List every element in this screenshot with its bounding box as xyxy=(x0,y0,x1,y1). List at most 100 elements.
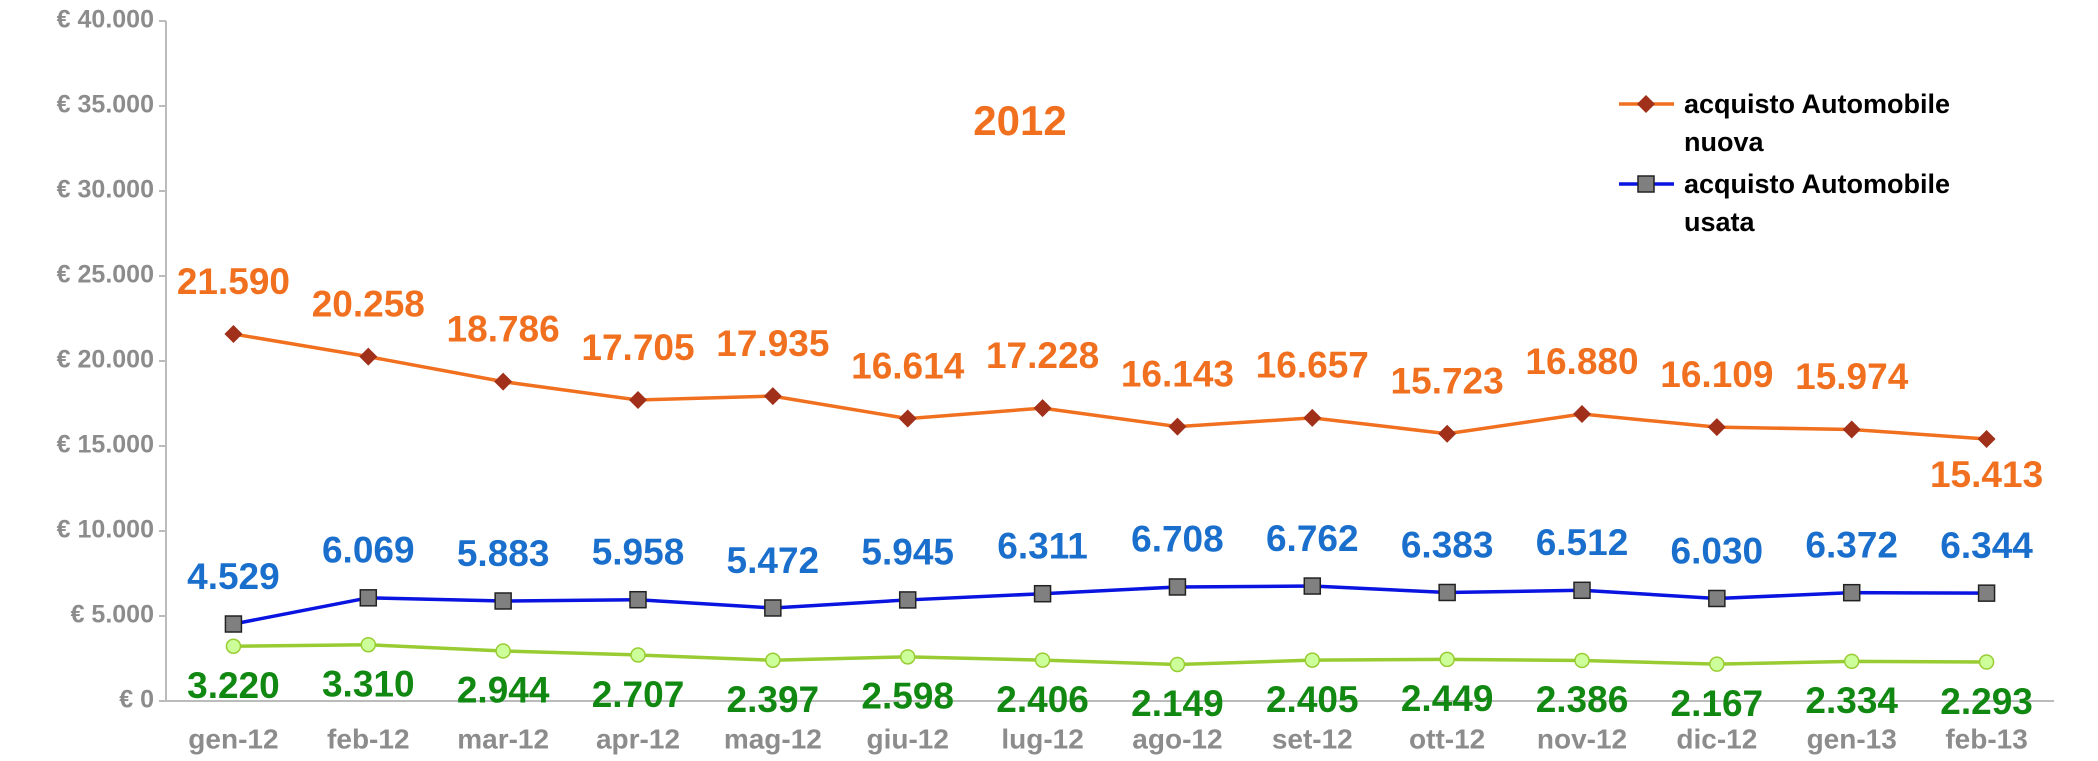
marker xyxy=(1978,654,1995,670)
marker xyxy=(763,387,782,406)
y-tick-label: € 5.000 xyxy=(71,601,154,629)
data-label: 5.945 xyxy=(861,532,954,573)
data-label: 6.069 xyxy=(322,530,415,571)
marker xyxy=(1168,578,1187,596)
marker xyxy=(1708,589,1726,608)
data-label: 17.228 xyxy=(986,335,1099,376)
marker xyxy=(1169,656,1186,673)
series-line xyxy=(233,642,1987,667)
x-tick-label: giu-12 xyxy=(866,723,948,754)
legend-marker xyxy=(1637,95,1655,113)
x-tick-label: lug-12 xyxy=(1001,723,1083,754)
data-label: 2.167 xyxy=(1671,683,1764,724)
marker xyxy=(1842,583,1861,602)
marker xyxy=(495,643,511,659)
data-label: 2.449 xyxy=(1401,678,1494,719)
marker xyxy=(1304,652,1321,668)
x-tick-label: nov-12 xyxy=(1537,723,1627,754)
marker xyxy=(765,652,781,669)
data-label: 6.030 xyxy=(1671,530,1764,571)
series-line xyxy=(233,584,1987,626)
marker xyxy=(224,324,243,343)
data-label: 16.109 xyxy=(1660,354,1773,395)
data-label: 2.944 xyxy=(457,670,550,711)
marker xyxy=(494,372,513,391)
x-tick-label: set-12 xyxy=(1272,723,1353,754)
data-label: 16.880 xyxy=(1525,341,1638,382)
data-label: 17.935 xyxy=(716,323,829,364)
data-label: 3.310 xyxy=(322,664,415,705)
marker xyxy=(629,391,647,410)
data-label: 15.723 xyxy=(1391,360,1504,401)
x-tick-label: dic-12 xyxy=(1676,723,1757,754)
y-tick-label: € 25.000 xyxy=(57,261,154,289)
marker xyxy=(1168,417,1187,436)
data-label: 5.472 xyxy=(727,540,820,581)
legend-label: acquisto Automobile nuova xyxy=(1684,89,1951,157)
data-label: 2.406 xyxy=(996,679,1089,720)
data-label: 2.598 xyxy=(861,676,954,717)
data-label: 2.149 xyxy=(1131,683,1224,724)
data-label: 6.512 xyxy=(1536,522,1629,563)
marker xyxy=(1303,577,1322,595)
data-label: 16.143 xyxy=(1121,353,1234,394)
y-tick-label: € 30.000 xyxy=(57,176,154,204)
marker xyxy=(1977,584,1996,602)
data-label: 2.707 xyxy=(592,674,685,715)
x-tick-label: gen-13 xyxy=(1807,723,1897,754)
data-label: 21.590 xyxy=(177,261,290,302)
marker xyxy=(1303,408,1322,427)
y-tick-label: € 35.000 xyxy=(57,91,154,119)
data-label: 2.405 xyxy=(1266,679,1359,720)
y-tick-label: € 40.000 xyxy=(57,6,154,34)
x-tick-label: mag-12 xyxy=(724,723,822,754)
marker xyxy=(1034,652,1051,668)
x-tick-label: mar-12 xyxy=(457,723,549,754)
data-label: 2.334 xyxy=(1805,680,1898,721)
marker xyxy=(1709,656,1725,672)
marker xyxy=(359,589,378,607)
data-label: 6.708 xyxy=(1131,519,1224,560)
x-tick-label: apr-12 xyxy=(596,723,680,754)
marker xyxy=(1033,584,1052,603)
data-label: 15.974 xyxy=(1795,356,1909,397)
x-tick-label: ago-12 xyxy=(1132,723,1222,754)
chart-title: 2012 xyxy=(973,97,1066,144)
marker xyxy=(1842,420,1861,439)
marker xyxy=(898,591,917,609)
legend-marker xyxy=(1637,175,1655,193)
data-label: 6.372 xyxy=(1805,524,1898,565)
marker xyxy=(1033,399,1052,418)
data-label: 3.220 xyxy=(187,665,280,706)
data-label: 20.258 xyxy=(312,283,425,324)
marker xyxy=(1438,424,1457,443)
marker xyxy=(1843,653,1860,670)
data-label: 2.397 xyxy=(727,679,820,720)
marker xyxy=(629,590,647,609)
x-tick-label: ott-12 xyxy=(1409,723,1485,754)
marker xyxy=(225,638,242,655)
marker xyxy=(764,599,782,617)
y-tick-label: € 20.000 xyxy=(57,346,154,374)
legend-label: acquisto Automobile usata xyxy=(1684,169,1951,237)
x-tick-label: feb-12 xyxy=(327,723,409,754)
marker xyxy=(360,636,377,653)
data-label: 15.413 xyxy=(1930,454,2043,495)
marker xyxy=(1707,418,1726,437)
marker xyxy=(630,647,646,663)
marker xyxy=(899,649,916,665)
marker xyxy=(898,409,917,428)
marker xyxy=(224,615,243,633)
marker xyxy=(1573,405,1591,424)
y-tick-label: € 15.000 xyxy=(57,431,154,459)
data-label: 16.657 xyxy=(1256,345,1369,386)
marker xyxy=(1977,429,1996,448)
data-label: 5.883 xyxy=(457,533,550,574)
marker xyxy=(1438,583,1456,602)
data-label: 2.293 xyxy=(1940,681,2033,722)
marker xyxy=(359,347,378,366)
marker xyxy=(1573,581,1591,600)
data-label: 6.311 xyxy=(997,525,1088,566)
